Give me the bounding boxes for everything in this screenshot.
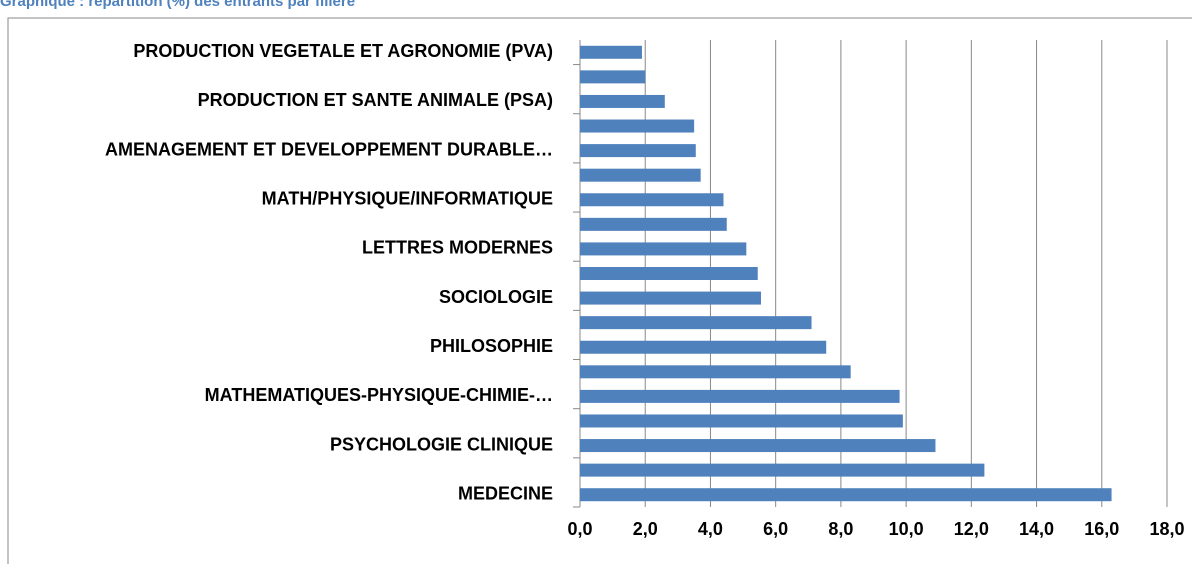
bar [580,488,1112,502]
y-tick-label: MATHEMATIQUES-PHYSIQUE-CHIMIE-… [205,385,553,405]
y-tick-label: PHILOSOPHIE [430,336,553,356]
y-tick-label: MEDECINE [458,483,553,503]
y-tick-label: PSYCHOLOGIE CLINIQUE [330,434,553,454]
y-tick-label: LETTRES MODERNES [362,238,553,258]
bar [580,365,851,379]
bar [580,316,812,330]
bar [580,119,695,133]
bar [580,414,903,428]
bar [580,291,761,305]
bar [580,144,696,158]
x-tick-label: 2,0 [633,519,658,539]
bar [580,439,936,453]
bar [580,217,727,231]
bar [580,94,665,108]
bar [580,193,724,207]
x-tick-label: 14,0 [1019,519,1054,539]
y-tick-label: SOCIOLOGIE [439,287,553,307]
chart-border [7,17,1192,564]
x-tick-label: 0,0 [567,519,592,539]
y-tick-label: PRODUCTION VEGETALE ET AGRONOMIE (PVA) [133,41,553,61]
x-tick-label: 6,0 [763,519,788,539]
bar [580,70,646,84]
bar [580,168,701,182]
chart-title: Graphique : répartition (%) des entrants… [0,0,355,10]
y-tick-label: MATH/PHYSIQUE/INFORMATIQUE [262,189,553,209]
x-tick-label: 4,0 [698,519,723,539]
bar [580,389,900,403]
x-tick-label: 8,0 [828,519,853,539]
bar [580,242,747,256]
bar [580,267,758,280]
bar [580,45,642,59]
x-tick-label: 10,0 [889,519,924,539]
bar [580,340,827,354]
y-tick-label: AMENAGEMENT ET DEVELOPPEMENT DURABLE… [105,139,553,159]
bar [580,463,985,477]
x-tick-label: 16,0 [1084,519,1119,539]
y-tick-label: PRODUCTION ET SANTE ANIMALE (PSA) [198,90,553,110]
x-tick-label: 12,0 [954,519,989,539]
x-tick-label: 18,0 [1149,519,1184,539]
